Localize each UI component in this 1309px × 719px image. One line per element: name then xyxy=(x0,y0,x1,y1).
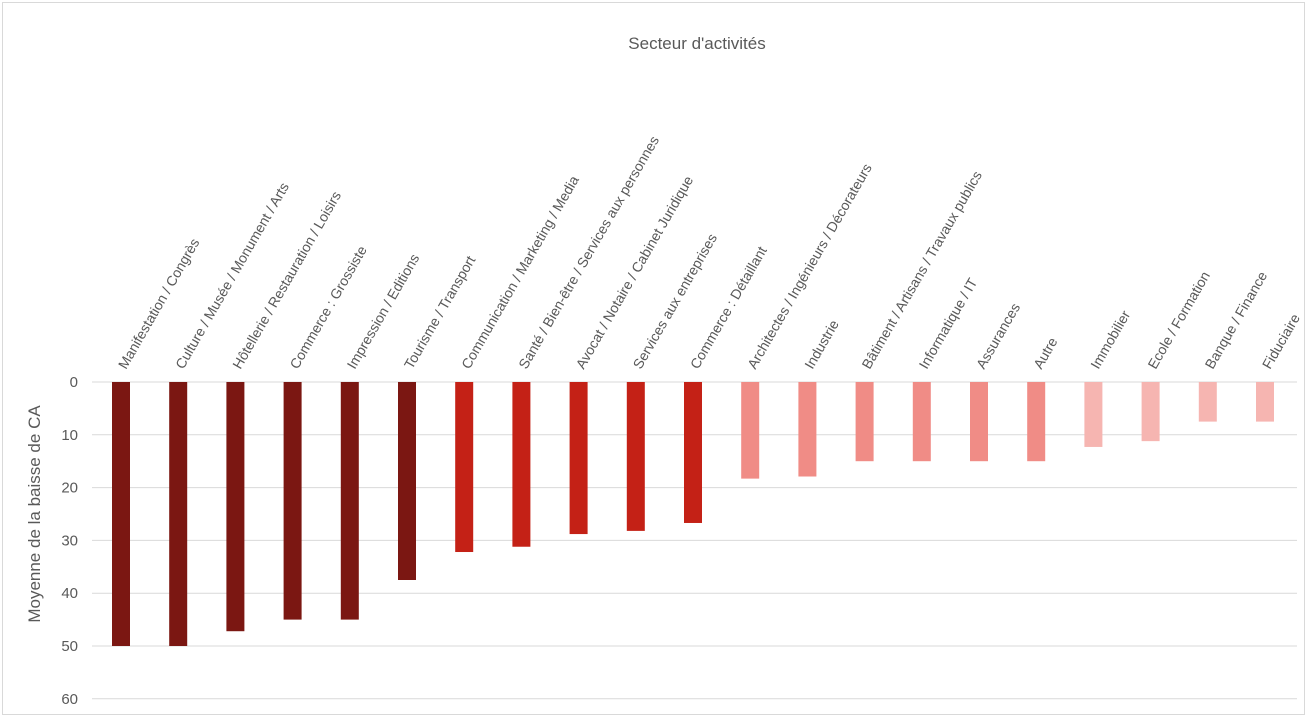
bar xyxy=(398,382,416,580)
bar xyxy=(855,382,874,462)
bar xyxy=(340,382,359,620)
category-label: Autre xyxy=(1030,334,1061,371)
bar xyxy=(226,382,245,632)
bar xyxy=(1141,382,1160,442)
bar xyxy=(1256,382,1274,422)
bar xyxy=(169,382,188,646)
category-label: Culture / Musée / Monument / Arts xyxy=(172,180,292,372)
y-axis-title: Moyenne de la baisse de CA xyxy=(25,405,44,623)
y-tick-label: 0 xyxy=(70,374,78,391)
bar xyxy=(283,382,302,620)
category-label: Assurances xyxy=(973,300,1023,371)
y-tick-label: 60 xyxy=(61,691,78,708)
category-label: Fiduciaire xyxy=(1259,311,1303,372)
category-label: Avocat / Notaire / Cabinet Juridique xyxy=(572,173,696,372)
category-label: Informatique / IT xyxy=(916,275,981,372)
category-label: Industrie xyxy=(801,317,842,372)
y-tick-label: 40 xyxy=(61,585,78,602)
bar xyxy=(512,382,531,547)
bar xyxy=(970,382,988,462)
y-tick-label: 10 xyxy=(61,427,78,444)
category-label: Ecole / Formation xyxy=(1144,268,1213,371)
bar xyxy=(626,382,645,531)
bar xyxy=(112,382,130,646)
category-label: Banque / Finance xyxy=(1202,268,1271,371)
bar xyxy=(741,382,760,479)
bar xyxy=(455,382,474,553)
bar xyxy=(684,382,702,523)
y-tick-labels: 0 10 20 30 40 50 60 xyxy=(61,374,78,708)
category-label: Architectes / Ingénieurs / Décorateurs xyxy=(744,161,875,372)
bar xyxy=(798,382,817,477)
category-label: Hôtellerie / Restauration / Loisirs xyxy=(229,188,344,371)
bar xyxy=(569,382,588,535)
bar xyxy=(1084,382,1103,447)
bars xyxy=(112,382,1274,646)
category-label: Bâtiment / Artisans / Travaux publics xyxy=(858,168,985,371)
category-label: Immobilier xyxy=(1087,307,1133,371)
x-axis-title: Secteur d'activités xyxy=(628,34,765,53)
y-tick-label: 20 xyxy=(61,480,78,497)
y-tick-label: 50 xyxy=(61,638,78,655)
y-tick-label: 30 xyxy=(61,532,78,549)
category-label: Communication / Marketing / Media xyxy=(458,173,582,372)
bar xyxy=(1198,382,1217,422)
bar xyxy=(1027,382,1046,462)
bar xyxy=(912,382,931,462)
